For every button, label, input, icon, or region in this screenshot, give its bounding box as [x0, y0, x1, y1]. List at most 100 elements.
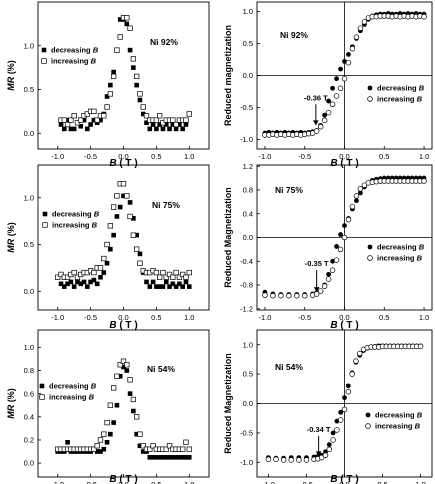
- data-point: [154, 455, 159, 460]
- data-point: [127, 377, 133, 383]
- data-point: [91, 108, 97, 115]
- data-point: [154, 126, 159, 132]
- y-tick-label: 0.0: [24, 459, 34, 468]
- x-axis-label: B ( T ): [109, 474, 137, 484]
- data-point: [326, 271, 331, 277]
- data-point: [127, 200, 133, 205]
- y-tick-label: 0.6: [24, 389, 34, 398]
- data-point: [170, 281, 176, 287]
- x-tick-label: -0.5: [84, 152, 97, 161]
- chart-panel-left-bottom: -1.0 -0.5 0.0 0.5 1.0 0.0 0.2 0.4 0.6 0.8 1.0 B ( T…: [6, 329, 210, 484]
- y-tick-label: 0.0: [243, 399, 253, 408]
- data-point: [163, 446, 169, 452]
- data-point: [173, 455, 179, 460]
- legend-marker: [365, 423, 371, 429]
- data-point: [173, 284, 179, 289]
- data-point: [167, 284, 172, 289]
- series-decreasing-B: [58, 193, 192, 289]
- data-point: [322, 112, 328, 118]
- data-point: [170, 455, 176, 460]
- data-point: [160, 455, 166, 460]
- data-point: [345, 383, 351, 389]
- data-point: [303, 457, 310, 463]
- coercive-arrow-head: [313, 287, 320, 293]
- x-axis-label-unit: ( T ): [340, 320, 358, 331]
- x-tick-label: 1.0: [184, 313, 194, 322]
- data-point: [325, 109, 332, 116]
- data-point: [421, 178, 427, 184]
- data-point: [356, 350, 363, 357]
- data-point: [124, 193, 130, 199]
- legend-label-symbol: B: [419, 243, 425, 252]
- data-point: [140, 104, 146, 110]
- y-axis-label-unit: (%): [6, 222, 16, 236]
- data-point: [78, 117, 84, 123]
- x-tick-label: 1.0: [184, 152, 194, 161]
- data-point: [74, 274, 81, 280]
- data-point: [134, 73, 140, 80]
- data-point: [170, 122, 176, 127]
- y-tick-label: 0.5: [243, 370, 253, 379]
- data-point: [97, 437, 104, 443]
- coercive-arrow-head: [315, 451, 322, 457]
- data-point: [108, 431, 113, 437]
- chart-panel-left-top: -1.0 -0.5 0.0 0.5 1.0 0.0 0.5 1.0 B ( T ) MR (%) N…: [6, 1, 210, 169]
- y-axis-label: MR (%): [6, 222, 16, 253]
- data-point: [180, 455, 185, 460]
- x-tick-label: -1.0: [258, 152, 271, 161]
- data-point: [349, 371, 355, 377]
- y-tick-label: 1.0: [24, 193, 34, 202]
- data-point: [170, 274, 176, 280]
- data-point: [286, 292, 292, 299]
- legend-label: increasing B: [375, 422, 421, 431]
- series-increasing-B: [58, 15, 192, 128]
- data-point: [317, 123, 324, 130]
- data-point: [130, 56, 137, 62]
- chart-panel-right-top: -1.0 -0.5 0.0 0.5 1.0 -1.0 -0.5 0.0 0.5 1.0 B ( T …: [223, 1, 433, 169]
- y-tick-label: -0.5: [240, 429, 253, 438]
- data-point: [186, 111, 192, 117]
- data-point: [361, 182, 368, 188]
- data-point: [150, 455, 156, 460]
- data-point: [337, 417, 344, 423]
- data-point: [338, 409, 344, 415]
- data-point: [329, 101, 336, 108]
- data-point: [127, 25, 133, 31]
- data-point: [153, 269, 160, 276]
- data-point: [341, 234, 348, 241]
- data-point: [85, 284, 90, 289]
- data-point: [357, 186, 364, 192]
- data-point: [353, 34, 360, 40]
- data-point: [110, 204, 117, 210]
- x-axis-label: B ( T ): [330, 320, 358, 331]
- data-point: [270, 292, 276, 299]
- x-tick-label: 0.5: [151, 480, 161, 484]
- data-point: [71, 284, 77, 289]
- data-point: [147, 455, 153, 460]
- data-point: [64, 121, 71, 128]
- x-axis-label: B ( T ): [109, 320, 137, 331]
- data-point: [345, 59, 352, 66]
- data-point: [104, 260, 110, 266]
- x-axis-label: B ( T ): [330, 158, 358, 169]
- data-point: [117, 362, 123, 368]
- data-point: [111, 69, 116, 75]
- data-point: [117, 17, 123, 22]
- y-tick-label: 1.0: [243, 340, 253, 349]
- legend-label-text: decreasing: [377, 84, 419, 93]
- data-point: [140, 111, 146, 117]
- y-tick-label: 0.0: [24, 129, 34, 138]
- data-point: [117, 373, 123, 379]
- x-tick-label: -0.5: [298, 313, 311, 322]
- x-axis-label: B ( T ): [330, 474, 358, 484]
- data-point: [114, 47, 120, 53]
- series-increasing-B: [55, 181, 192, 280]
- legend-label: increasing B: [49, 393, 95, 402]
- data-point: [127, 47, 133, 53]
- y-axis-label: MR (%): [6, 388, 16, 419]
- data-point: [157, 122, 162, 127]
- legend-label: decreasing B: [52, 210, 100, 219]
- x-axis-label-symbol: B: [109, 474, 119, 484]
- x-tick-label: 0.0: [339, 152, 349, 161]
